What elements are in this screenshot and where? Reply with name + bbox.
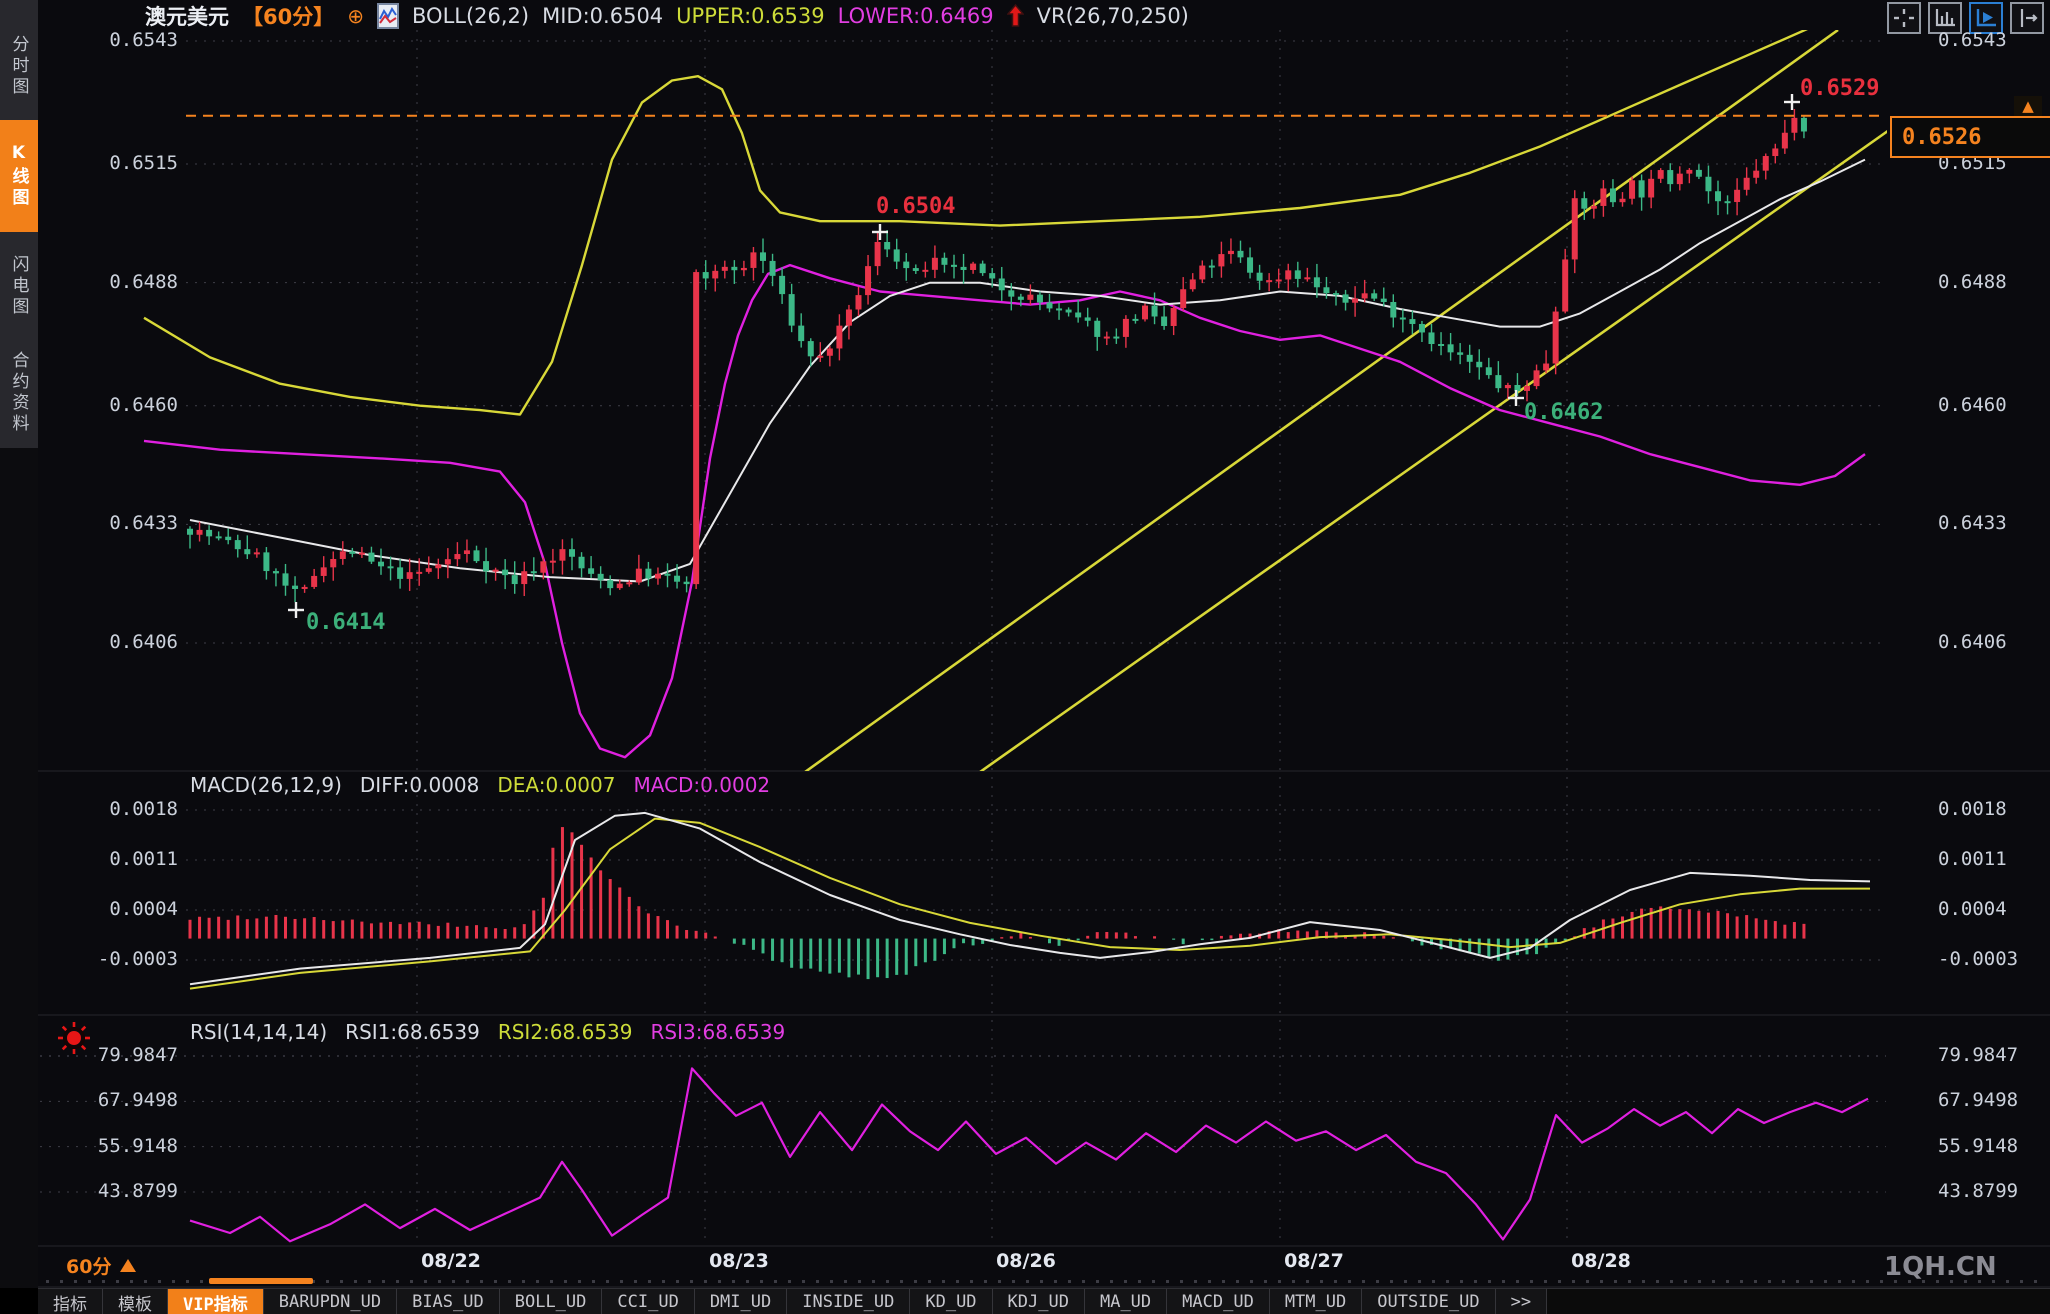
axis-flip-icon[interactable]: [2010, 2, 2044, 34]
macd-axis-label: 0.0018: [1938, 797, 2007, 820]
move-tool-icon[interactable]: [1887, 2, 1921, 34]
date-label: 08/22: [421, 1250, 481, 1272]
rsi-axis-label: 79.9847: [1938, 1044, 2019, 1066]
corner-cell: [0, 1288, 38, 1314]
macd-macd-value: MACD:0.0002: [633, 773, 771, 797]
footer-tab-6[interactable]: BOLL_UD: [499, 1289, 603, 1314]
macd-diff-value: DIFF:0.0008: [359, 773, 480, 797]
pane-layout-icon[interactable]: [1928, 2, 1962, 34]
macd-header: MACD(26,12,9) DIFF:0.0008 DEA:0.0007 MAC…: [190, 773, 770, 797]
date-label: 08/26: [996, 1250, 1056, 1272]
alarm-icon[interactable]: [52, 1016, 96, 1060]
macd-axis-label: 0.0018: [109, 797, 178, 820]
period-tag[interactable]: 【60分】: [242, 5, 335, 29]
date-label: 08/27: [1284, 1250, 1344, 1272]
rsi-header: RSI(14,14,14) RSI1:68.6539 RSI2:68.6539 …: [190, 1020, 785, 1044]
macd-axis-label: 0.0011: [109, 847, 178, 870]
price-axis-label: 0.6406: [1938, 630, 2007, 653]
rsi-axis-label: 43.8799: [97, 1179, 178, 1202]
boll-lower-value: LOWER:0.6469: [837, 4, 994, 28]
price-axis-label: 0.6460: [1938, 393, 2007, 416]
price-axis-label: 0.6488: [1938, 270, 2007, 293]
macd-axis-label: -0.0003: [97, 947, 178, 970]
footer-tab-9[interactable]: INSIDE_UD: [787, 1289, 911, 1314]
price-axis-label: 0.6433: [109, 512, 178, 535]
sidebar-tab-3[interactable]: 闪电图: [8, 254, 29, 318]
current-price-value: 0.6526: [1902, 124, 1982, 150]
footer-tab-5[interactable]: BIAS_UD: [397, 1289, 500, 1314]
rsi2-value: RSI2:68.6539: [497, 1020, 633, 1044]
rsi-axis-label: 55.9148: [1938, 1134, 2019, 1157]
macd-dea-value: DEA:0.0007: [497, 773, 616, 797]
symbol-title: 澳元美元: [145, 5, 229, 29]
footer-tab-15[interactable]: OUTSIDE_UD: [1362, 1289, 1496, 1314]
footer-period-label: 60分: [66, 1256, 112, 1278]
macd-axis-label: 0.0011: [1938, 847, 2007, 870]
macd-axis-label: 0.0004: [109, 897, 178, 920]
rsi-axis-label: 55.9148: [97, 1134, 178, 1157]
footer-tab-3[interactable]: VIP指标: [168, 1289, 264, 1314]
price-axis-label: 0.6488: [109, 270, 178, 293]
swing-low-right-label: 0.6462: [1524, 400, 1604, 425]
date-label: 08/28: [1571, 1250, 1631, 1272]
circle-plus-icon[interactable]: ⊕: [347, 4, 364, 28]
footer-tab-1[interactable]: 指标: [38, 1289, 103, 1314]
sidebar-tab-4[interactable]: 合约资料: [8, 351, 29, 435]
red-up-arrow-icon: [1006, 4, 1024, 28]
footer-tab-7[interactable]: CCI_UD: [602, 1289, 695, 1314]
footer-tab-16[interactable]: >>: [1495, 1289, 1548, 1314]
rsi-title: RSI(14,14,14): [190, 1020, 328, 1044]
price-axis-label: 0.6515: [109, 152, 178, 175]
rsi3-value: RSI3:68.6539: [650, 1020, 786, 1044]
rsi-axis-label: 43.8799: [1938, 1179, 2019, 1202]
period-up-arrow-icon: [120, 1259, 137, 1272]
current-price-box[interactable]: 0.6526: [1890, 116, 2050, 158]
rsi-axis-label: 79.9847: [97, 1044, 178, 1066]
boll-upper-value: UPPER:0.6539: [676, 4, 825, 28]
sidebar-tab-2[interactable]: K线图: [0, 120, 38, 232]
footer-tab-10[interactable]: KD_UD: [910, 1289, 993, 1314]
footer-tab-12[interactable]: MA_UD: [1084, 1289, 1168, 1314]
swing-low-left-label: 0.6414: [306, 610, 386, 635]
footer-tab-11[interactable]: KDJ_UD: [992, 1289, 1085, 1314]
footer-tab-4[interactable]: BARUPDN_UD: [263, 1289, 398, 1314]
footer-tab-2[interactable]: 模板: [103, 1289, 168, 1314]
sidebar-tab-1[interactable]: 分时图: [8, 34, 29, 98]
chart-toolbar: [1887, 2, 2044, 34]
price-axis-label: 0.6433: [1938, 512, 2007, 535]
left-sidebar: 分时图 K线图闪电图合约资料: [0, 0, 38, 1288]
bottom-tab-bar: 指标 模板 VIP指标 BARUPDN_UD BIAS_UD BOLL_UD CCI_UD D…: [38, 1288, 2050, 1314]
price-axis-label: 0.6406: [109, 630, 178, 653]
watermark: 1QH.CN: [1884, 1252, 1997, 1282]
macd-title: MACD(26,12,9): [190, 773, 342, 797]
boll-mid-value: MID:0.6504: [542, 4, 664, 28]
chart-header: 澳元美元 【60分】 ⊕ BOLL(26,2) MID:0.6504 UPPER…: [145, 1, 1189, 31]
footer-period[interactable]: 60分: [66, 1252, 137, 1279]
mini-chart-icon[interactable]: [377, 3, 399, 29]
price-axis-label: 0.6543: [109, 29, 178, 51]
swing-high-last-label: 0.6529: [1800, 76, 1880, 101]
macd-axis-label: -0.0003: [1938, 947, 2019, 970]
macd-axis-label: 0.0004: [1938, 897, 2007, 920]
scrollbar-thumb[interactable]: [209, 1278, 313, 1284]
rsi-axis-label: 67.9498: [1938, 1089, 2019, 1112]
rsi1-value: RSI1:68.6539: [345, 1020, 480, 1044]
pane-play-active-icon[interactable]: [1969, 2, 2003, 34]
footer-tab-13[interactable]: MACD_UD: [1167, 1289, 1270, 1314]
date-label: 08/23: [709, 1250, 769, 1272]
footer-tab-14[interactable]: MTM_UD: [1269, 1289, 1363, 1314]
footer-tab-8[interactable]: DMI_UD: [694, 1289, 788, 1314]
boll-label: BOLL(26,2): [412, 4, 530, 28]
price-up-arrow-icon[interactable]: ▲: [2014, 96, 2042, 116]
vr-label: VR(26,70,250): [1036, 4, 1189, 28]
rsi-axis-label: 67.9498: [97, 1089, 178, 1112]
price-axis-label: 0.6460: [109, 393, 178, 416]
swing-high-mid-label: 0.6504: [876, 194, 956, 219]
price-axis-label: 0.6543: [1938, 29, 2007, 51]
